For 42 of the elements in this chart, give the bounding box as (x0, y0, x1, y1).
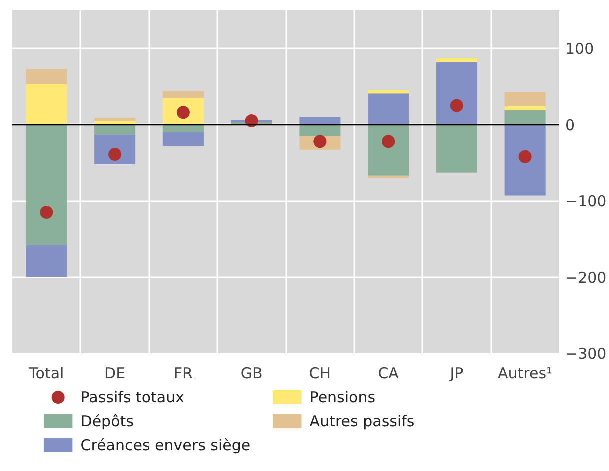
bar (504, 124, 546, 196)
x-tick-label: Autres¹ (498, 364, 553, 382)
bar (436, 62, 478, 125)
bar (368, 90, 410, 94)
bar (162, 132, 204, 146)
y-tick-label: 0 (566, 116, 576, 134)
bar (26, 245, 68, 278)
legend-label: Passifs totaux (80, 388, 185, 406)
legend-label: Pensions (310, 388, 376, 406)
point (450, 99, 464, 112)
legend-label: Dépôts (80, 412, 134, 430)
x-tick-label: FR (174, 364, 193, 382)
x-tick-label: CH (309, 364, 332, 382)
bar (300, 124, 341, 136)
y-tick-label: −100 (566, 192, 607, 211)
bar (26, 84, 68, 125)
point (518, 150, 532, 164)
bar (436, 58, 478, 62)
x-tick-label: JP (449, 364, 464, 382)
bar (504, 106, 546, 110)
point (382, 135, 396, 148)
bar (162, 124, 204, 132)
bar (368, 124, 410, 176)
x-tick-label: GB (240, 364, 263, 382)
bar (162, 91, 204, 98)
y-tick-label: −300 (566, 345, 607, 363)
bar (368, 94, 410, 125)
y-tick-label: −200 (566, 268, 607, 287)
y-tick-label: 100 (566, 40, 594, 58)
x-tick-label: CA (378, 364, 400, 382)
bar (504, 110, 546, 125)
point (40, 206, 54, 219)
bar (26, 124, 68, 246)
bar (436, 124, 478, 173)
bar (26, 69, 68, 84)
bar (504, 92, 546, 107)
x-tick-label: DE (104, 364, 126, 382)
legend-label: Créances envers siège (80, 436, 251, 454)
bar (94, 118, 136, 122)
bar (94, 124, 136, 135)
legend-label: Autres passifs (310, 412, 415, 430)
x-tick-label: Total (28, 364, 64, 382)
